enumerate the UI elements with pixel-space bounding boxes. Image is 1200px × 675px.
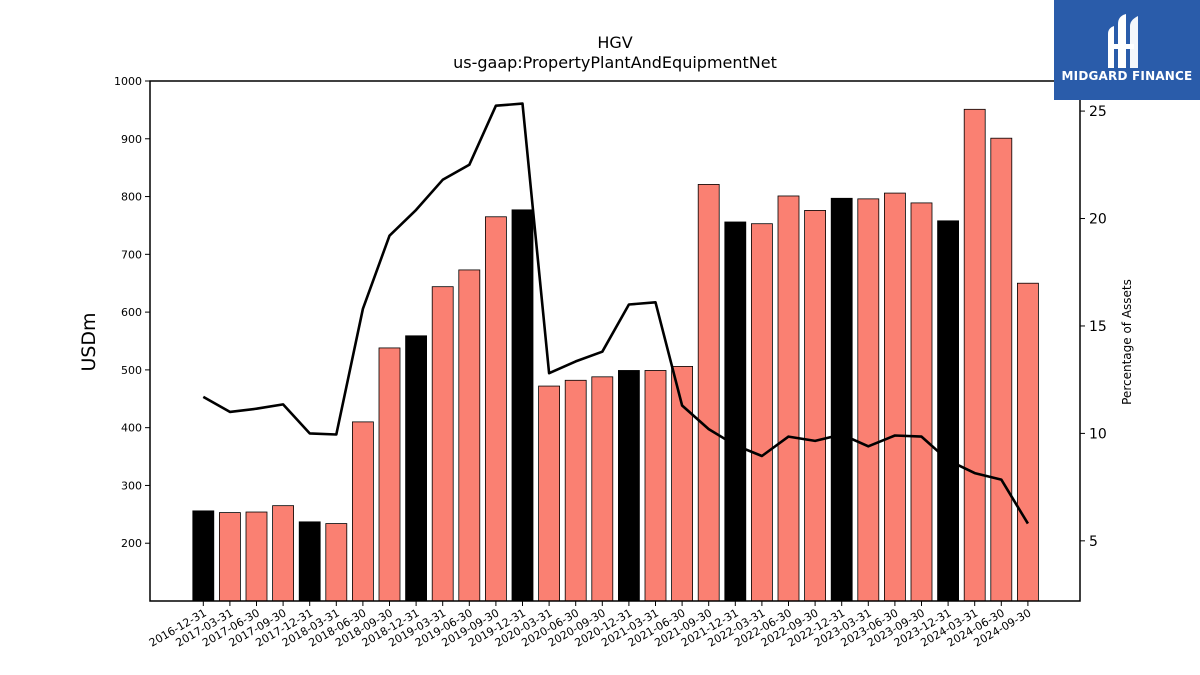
y-tick-label: 600: [121, 306, 142, 319]
bar-2022-12-31: [830, 197, 853, 602]
y-axis-label: USDm: [78, 312, 100, 371]
percentage-line: [202, 102, 1030, 525]
chart-title: HGV: [597, 33, 632, 52]
bar-2022-03-31: [751, 223, 773, 602]
bar-2017-12-31: [298, 521, 321, 602]
y-tick-label: 400: [121, 422, 142, 435]
bar-2020-06-30: [564, 379, 587, 602]
bar-2017-06-30: [245, 511, 268, 602]
bar-2019-06-30: [458, 269, 481, 602]
bar-2023-09-30: [910, 202, 933, 602]
bar-2018-09-30: [378, 347, 401, 602]
y2-tick-label: 15: [1089, 319, 1107, 335]
axes: 2003004005006007008009001000510152025201…: [114, 75, 1107, 650]
bar-2023-12-31: [937, 220, 959, 602]
line-series: [202, 102, 1030, 525]
midgard-finance-logo: MIDGARD FINANCE: [1054, 0, 1200, 100]
bar-2022-09-30: [804, 210, 826, 602]
bar-2021-09-30: [697, 184, 720, 602]
bar-2016-12-31: [192, 510, 215, 602]
y2-tick-label: 5: [1089, 534, 1098, 550]
bar-2017-03-31: [218, 512, 241, 602]
bar-2018-03-31: [325, 523, 348, 602]
bar-2017-09-30: [272, 505, 295, 602]
y2-axis-label: Percentage of Assets: [1120, 279, 1134, 405]
bar-2023-03-31: [857, 198, 880, 602]
bar-2023-06-30: [884, 192, 906, 602]
bar-2024-03-31: [963, 108, 986, 602]
bar-2024-06-30: [990, 137, 1013, 602]
y-tick-label: 900: [121, 133, 142, 146]
y2-tick-label: 25: [1089, 104, 1107, 120]
chart-subtitle: us-gaap:PropertyPlantAndEquipmentNet: [453, 53, 777, 72]
bar-2021-03-31: [644, 370, 667, 602]
y-tick-label: 300: [121, 479, 142, 492]
bar-2019-03-31: [431, 286, 454, 602]
bar-2020-09-30: [591, 376, 614, 602]
bar-2021-12-31: [724, 221, 747, 602]
bar-2020-03-31: [538, 385, 560, 602]
plot-frame: [149, 80, 1081, 602]
y-tick-label: 700: [121, 248, 142, 261]
bar-2018-06-30: [351, 421, 374, 602]
bar-2019-09-30: [484, 216, 507, 602]
logo-text: MIDGARD FINANCE: [1061, 69, 1193, 83]
bar-2018-12-31: [405, 335, 428, 602]
y-tick-label: 800: [121, 191, 142, 204]
bar-series: [192, 108, 1039, 602]
y2-tick-label: 10: [1089, 426, 1107, 442]
y-tick-label: 200: [121, 537, 142, 550]
bar-2020-12-31: [618, 370, 640, 602]
bar-2022-06-30: [777, 195, 800, 602]
y-tick-label: 500: [121, 364, 142, 377]
y2-tick-label: 20: [1089, 212, 1107, 228]
y-tick-label: 1000: [114, 75, 142, 88]
logo-mark-icon: [1108, 14, 1138, 68]
bar-2024-09-30: [1017, 282, 1039, 602]
bar-2019-12-31: [511, 209, 534, 602]
